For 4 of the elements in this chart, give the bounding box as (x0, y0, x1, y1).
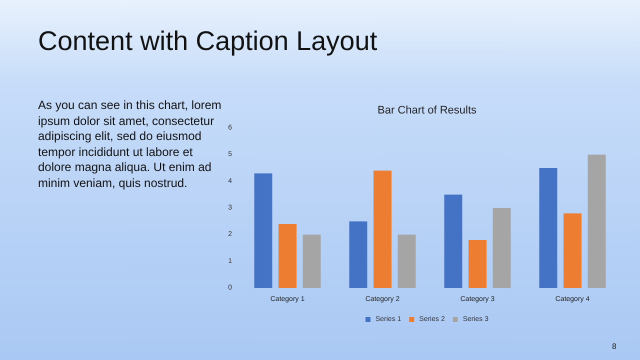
chart-title: Content with Caption Layout (38, 26, 378, 57)
text: 8 (612, 342, 616, 351)
chart-subtitle: Bar Chart of Results (377, 104, 478, 116)
text: As you can see in this chart, lorem ipsum dolor sit amet, consectetur adipiscing elit, sed do eiusmod tempor incididunt ut labore et dolore magna aliqua. Ut enim ad minim veniam, quis nostrud. (38, 98, 222, 191)
